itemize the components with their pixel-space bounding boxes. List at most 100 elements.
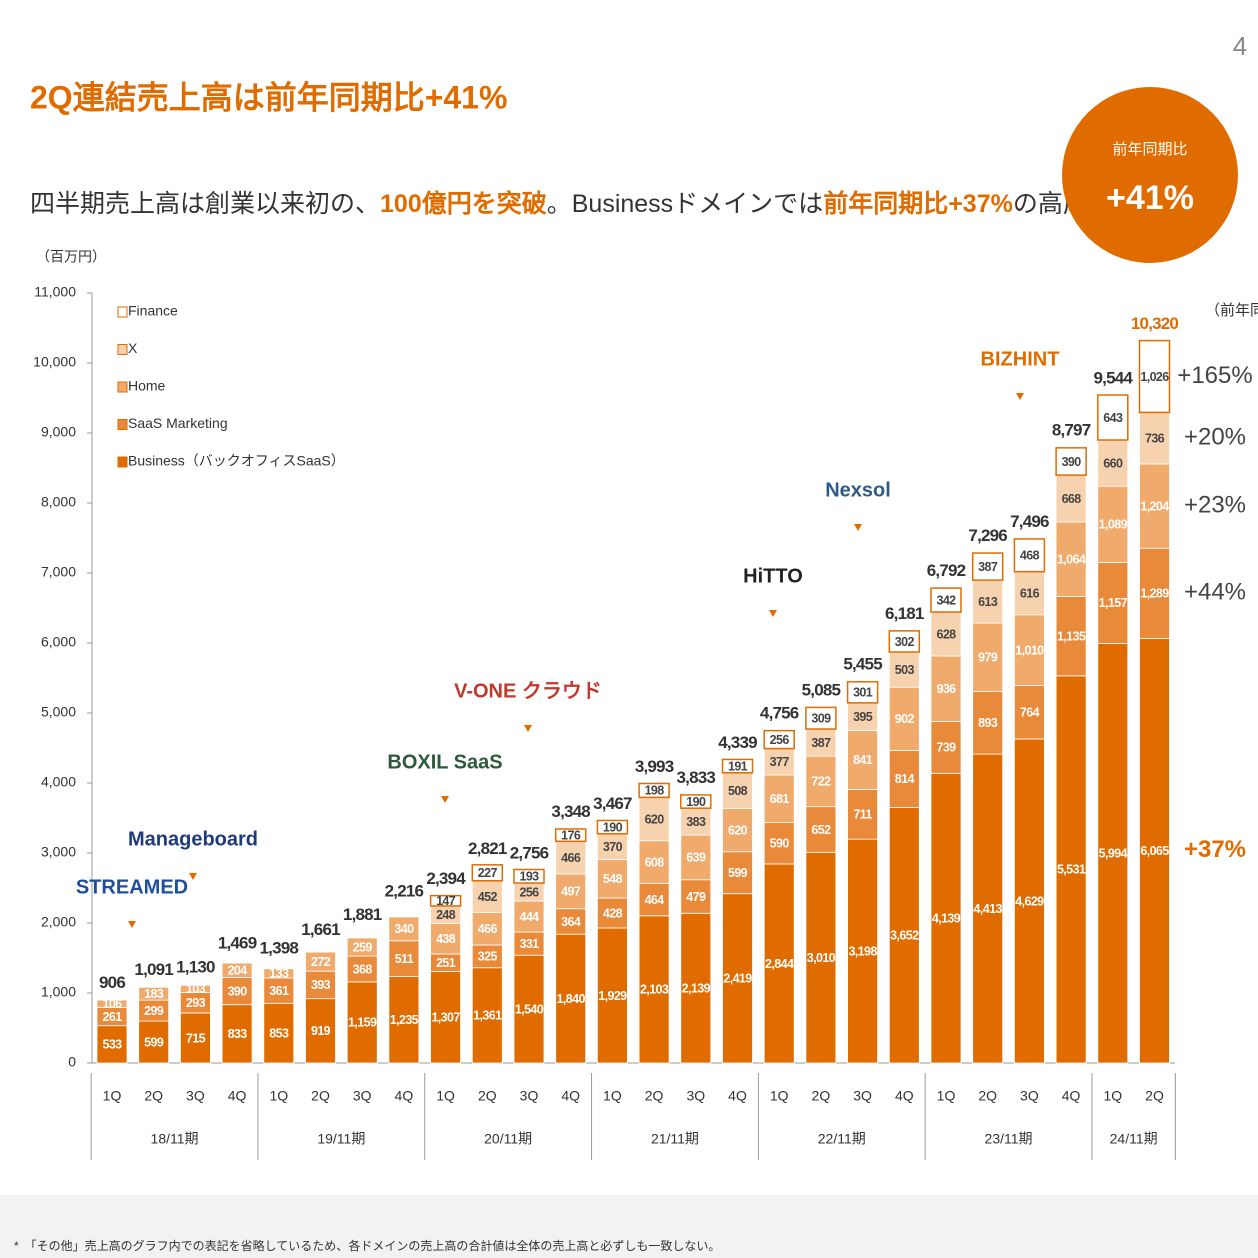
segment-label: 902	[895, 712, 915, 726]
segment-label: 302	[895, 635, 915, 649]
bar-segment	[805, 706, 837, 730]
bar-segment	[888, 806, 920, 1064]
segment-label: 331	[519, 937, 539, 951]
subtitle: 四半期売上高は創業以来初の、100億円を突破。Businessドメインでは前年同…	[30, 189, 1213, 218]
bar-segment	[638, 882, 670, 917]
segment-label: 853	[269, 1026, 289, 1040]
unit-label: （百万円）	[36, 249, 106, 265]
subtitle-part: 前年同期比+37%	[823, 189, 1013, 218]
bar-segment	[388, 916, 420, 942]
legend-swatch	[117, 456, 128, 468]
x-tick-label: 1Q	[103, 1088, 122, 1104]
segment-label: 511	[395, 952, 414, 966]
plot: 0 1,000 2,000 3,000 4,000 5,000 6,000 7,000 8,00…	[33, 284, 1253, 1160]
total-label: 9,544	[1094, 368, 1134, 387]
legend-swatch	[117, 306, 128, 318]
segment-label: 3,010	[807, 951, 836, 965]
segment-label: 190	[686, 795, 706, 809]
total-label: 10,320	[1131, 314, 1179, 333]
segment-label: 248	[436, 908, 456, 922]
total-label: 2,756	[510, 844, 549, 863]
bar-segment	[680, 912, 712, 1064]
group-label: 19/11期	[317, 1131, 365, 1147]
segment-label: 176	[561, 828, 581, 842]
segment-label: 1,135	[1057, 629, 1086, 643]
bar-segment	[972, 691, 1004, 755]
yoy-title: （前年同期比）	[1205, 302, 1258, 319]
segment-label: 393	[311, 978, 331, 992]
total-label: 3,833	[677, 768, 716, 787]
bar-segment	[722, 893, 753, 1064]
segment-label: 503	[895, 663, 915, 677]
segment-label: 711	[853, 808, 872, 822]
bar-segment	[513, 900, 545, 933]
group-label: 18/11期	[151, 1131, 199, 1147]
badge	[1062, 87, 1238, 263]
bar-segment	[930, 721, 962, 774]
segment-label: 1,840	[557, 992, 586, 1006]
footer-band	[0, 1195, 1258, 1258]
segment-label: 4,629	[1015, 894, 1044, 908]
segment-label: 936	[936, 682, 956, 696]
y-tick-label: 11,000	[34, 284, 76, 300]
badge-label: 前年同期比	[1112, 141, 1187, 158]
bar-segment	[388, 940, 420, 977]
logo-pointer	[128, 921, 136, 928]
bar-segment	[263, 1002, 295, 1064]
segment-label: 466	[561, 851, 581, 865]
bar-segment	[1097, 394, 1129, 441]
segment-label: 681	[770, 792, 790, 806]
segment-label: 390	[228, 984, 248, 998]
total-label: 3,993	[635, 757, 674, 776]
bar-segment	[846, 681, 879, 704]
y-tick-label: 7,000	[41, 564, 76, 580]
bar-segment	[555, 840, 587, 875]
segment-label: 1,204	[1140, 499, 1169, 513]
segment-label: 5,531	[1057, 863, 1086, 877]
bar-segment	[1138, 339, 1171, 414]
segment-label: 147	[436, 894, 456, 908]
title: 2Q連結売上高は前年同期比+41%	[30, 79, 507, 115]
segment-label: 191	[728, 759, 748, 773]
segment-label: 643	[1103, 411, 1123, 425]
segment-label: 256	[770, 733, 790, 747]
segment-label: 301	[853, 686, 873, 700]
x-tick-label: 2Q	[1145, 1088, 1164, 1104]
x-tick-label: 2Q	[645, 1088, 664, 1104]
segment-label: 893	[978, 716, 998, 730]
bar-segment	[1014, 685, 1045, 740]
y-tick-label: 8,000	[41, 494, 76, 510]
x-tick-label: 2Q	[478, 1088, 497, 1104]
bar-segment	[555, 908, 587, 935]
segment-label: 387	[811, 736, 831, 750]
bar-segment	[554, 828, 587, 843]
bar-segment	[1139, 412, 1170, 465]
segment-label: 616	[1020, 587, 1040, 601]
bar-segment	[221, 962, 253, 978]
bar-segment	[680, 879, 712, 914]
segment-label: 764	[1020, 706, 1040, 720]
bar-segment	[1055, 521, 1087, 597]
logo-pointer	[854, 524, 862, 531]
segment-label: 1,157	[1099, 596, 1128, 610]
bar-segment	[972, 622, 1004, 692]
segment-label: 390	[1062, 455, 1082, 469]
y-tick-label: 6,000	[41, 634, 76, 650]
segment-label: 193	[519, 870, 539, 884]
segment-label: 479	[686, 890, 706, 904]
segment-label: 444	[519, 910, 539, 924]
segment-label: 639	[686, 851, 706, 865]
group-label: 22/11期	[818, 1131, 866, 1147]
y-tick-label: 4,000	[41, 774, 76, 790]
bar-segment	[430, 922, 462, 955]
bar-segment	[471, 967, 503, 1064]
bar-segment	[1014, 614, 1045, 686]
segment-label: 325	[478, 950, 498, 964]
legend-swatch	[117, 419, 128, 430]
segment-label: 309	[811, 712, 831, 726]
group-label: 20/11期	[484, 1131, 532, 1147]
bar-segment	[972, 579, 1004, 624]
bar-segment	[1013, 538, 1046, 573]
bar-segment	[805, 851, 837, 1064]
x-tick-label: 4Q	[561, 1088, 580, 1104]
